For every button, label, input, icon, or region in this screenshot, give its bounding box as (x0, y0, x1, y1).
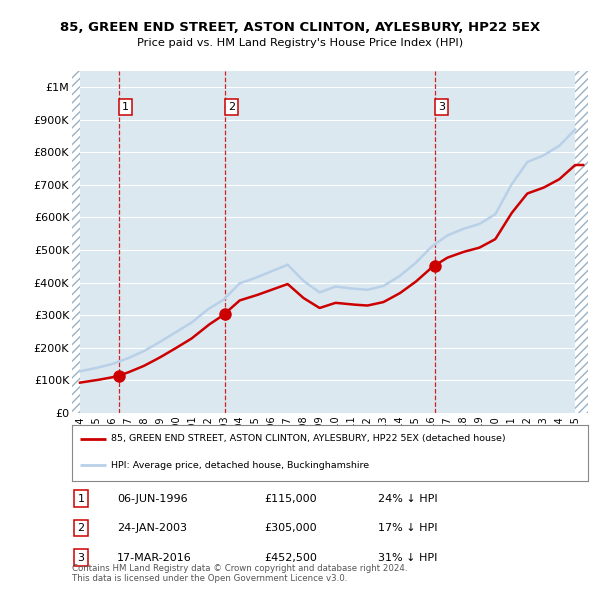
Text: £305,000: £305,000 (264, 523, 317, 533)
Bar (72, 71, 80, 413)
Text: 17% ↓ HPI: 17% ↓ HPI (378, 523, 437, 533)
Text: 06-JUN-1996: 06-JUN-1996 (117, 494, 188, 503)
Text: Contains HM Land Registry data © Crown copyright and database right 2024.
This d: Contains HM Land Registry data © Crown c… (72, 563, 407, 583)
Text: 17-MAR-2016: 17-MAR-2016 (117, 553, 192, 562)
Text: £452,500: £452,500 (264, 553, 317, 562)
Text: 3: 3 (438, 101, 445, 112)
Text: 85, GREEN END STREET, ASTON CLINTON, AYLESBURY, HP22 5EX (detached house): 85, GREEN END STREET, ASTON CLINTON, AYL… (110, 434, 505, 443)
Bar (575, 71, 588, 413)
Text: 2: 2 (77, 523, 85, 533)
Text: £115,000: £115,000 (264, 494, 317, 503)
Text: 1: 1 (122, 101, 129, 112)
Text: Price paid vs. HM Land Registry's House Price Index (HPI): Price paid vs. HM Land Registry's House … (137, 38, 463, 48)
Text: 85, GREEN END STREET, ASTON CLINTON, AYLESBURY, HP22 5EX: 85, GREEN END STREET, ASTON CLINTON, AYL… (60, 21, 540, 34)
Text: 2: 2 (228, 101, 235, 112)
Text: HPI: Average price, detached house, Buckinghamshire: HPI: Average price, detached house, Buck… (110, 461, 369, 470)
Text: 24-JAN-2003: 24-JAN-2003 (117, 523, 187, 533)
Text: 3: 3 (77, 553, 85, 562)
Text: 31% ↓ HPI: 31% ↓ HPI (378, 553, 437, 562)
Text: 24% ↓ HPI: 24% ↓ HPI (378, 494, 437, 503)
Text: 1: 1 (77, 494, 85, 503)
